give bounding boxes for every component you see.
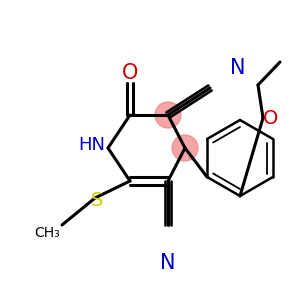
Circle shape [172, 135, 198, 161]
Circle shape [155, 102, 181, 128]
Text: CH₃: CH₃ [34, 226, 60, 240]
Text: O: O [263, 109, 279, 128]
Text: S: S [91, 190, 103, 209]
Text: N: N [160, 253, 176, 273]
Text: O: O [122, 63, 138, 83]
Text: N: N [230, 58, 246, 78]
Text: HN: HN [79, 136, 106, 154]
